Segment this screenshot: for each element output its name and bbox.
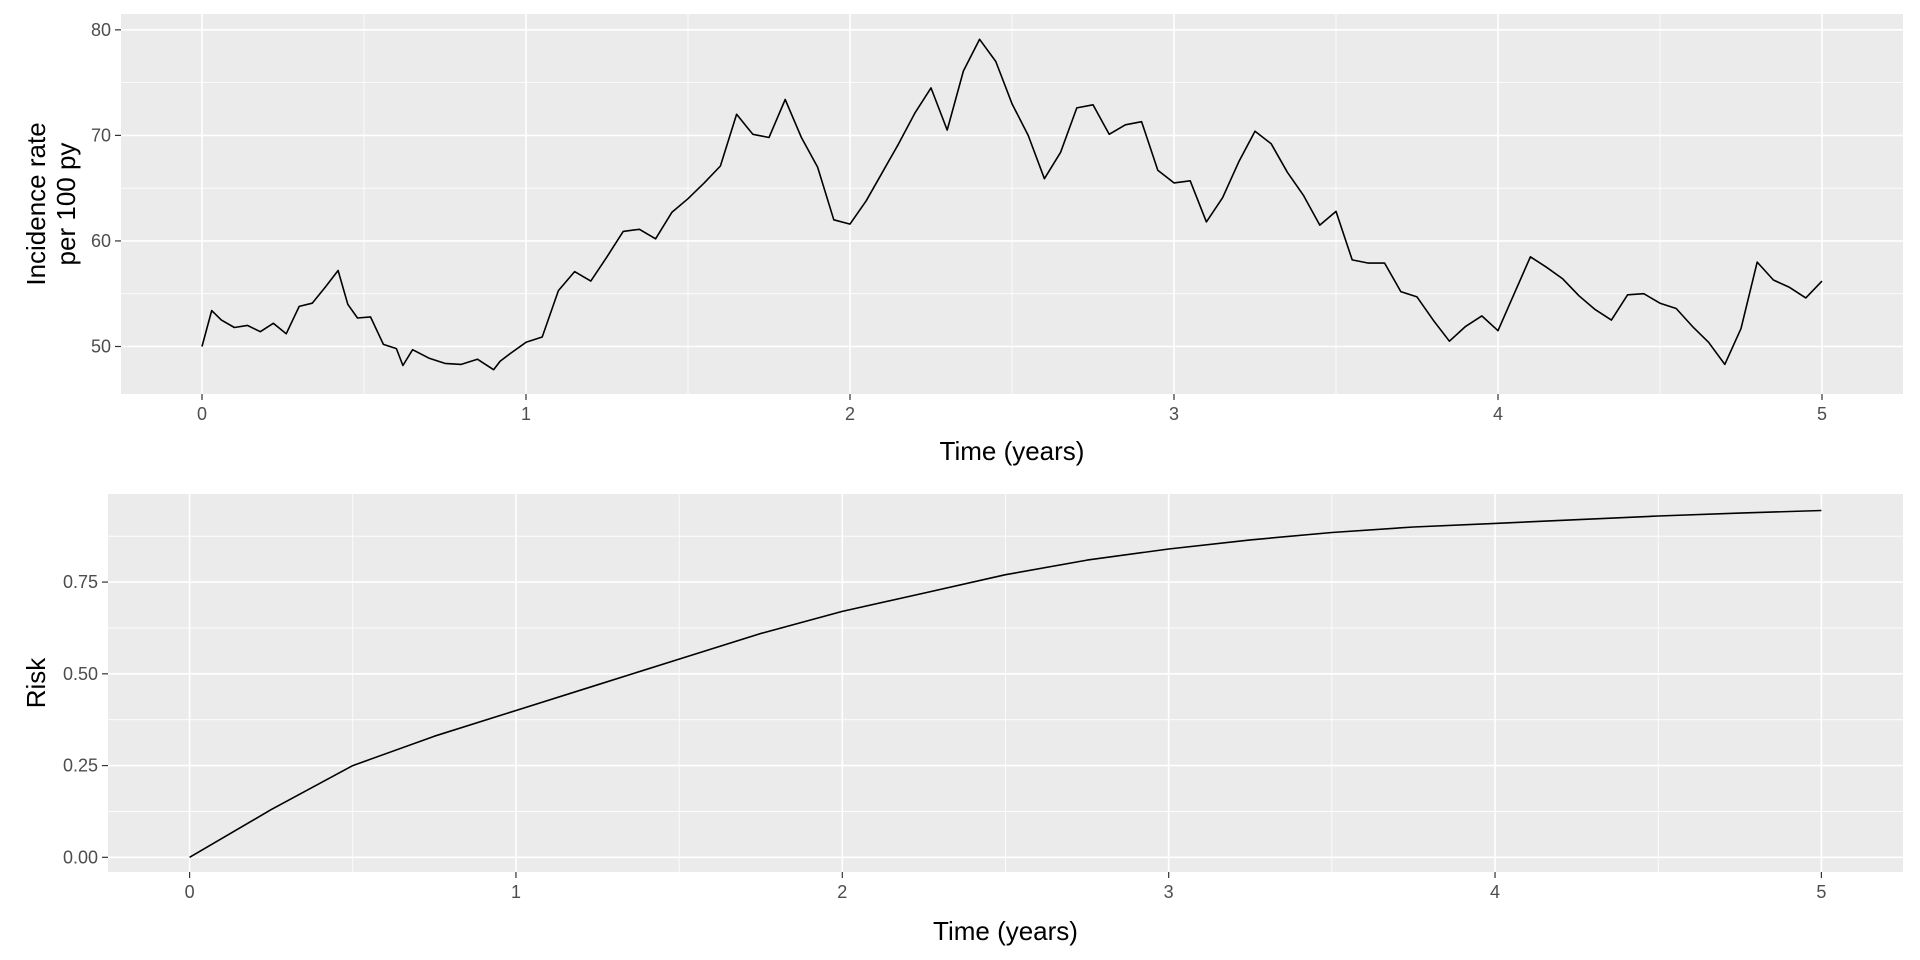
x-tick-label: 3: [1169, 404, 1179, 424]
gridlines: [121, 14, 1903, 394]
y-tick-label: 0.25: [63, 756, 98, 776]
axis-ticks: 0 1 2 3 4 5 0.00 0.25 0.50 0.75: [63, 572, 1826, 902]
x-tick-label: 2: [845, 404, 855, 424]
y-axis-title: Risk: [21, 657, 51, 709]
y-tick-label: 0.75: [63, 572, 98, 592]
y-tick-label: 60: [91, 231, 111, 251]
y-tick-label: 0.50: [63, 664, 98, 684]
x-tick-label: 4: [1493, 404, 1503, 424]
y-tick-label: 80: [91, 20, 111, 40]
y-axis-title-line-1: Incidence rate: [21, 122, 51, 285]
y-tick-label: 0.00: [63, 847, 98, 867]
x-tick-label: 5: [1816, 882, 1826, 902]
x-tick-label: 4: [1490, 882, 1500, 902]
x-tick-label: 1: [511, 882, 521, 902]
x-tick-label: 2: [837, 882, 847, 902]
y-axis-title-line-2: per 100 py: [51, 143, 81, 266]
gridlines: [108, 494, 1903, 872]
x-tick-label: 1: [521, 404, 531, 424]
x-axis-title: Time (years): [940, 436, 1085, 466]
x-axis-title: Time (years): [933, 916, 1078, 946]
y-tick-label: 70: [91, 125, 111, 145]
axis-ticks: 0 1 2 3 4 5 50 60 70 80: [91, 20, 1827, 424]
x-tick-label: 0: [197, 404, 207, 424]
incidence-rate-plot: 0 1 2 3 4 5 50 60 70 80 Time (years) Incidence ra…: [21, 14, 1903, 466]
x-tick-label: 3: [1164, 882, 1174, 902]
risk-line: [189, 509, 1822, 858]
risk-plot: 0 1 2 3 4 5 0.00 0.25 0.50 0.75 Time (years) Risk: [21, 494, 1903, 946]
x-tick-label: 0: [185, 882, 195, 902]
incidence-rate-line: [201, 38, 1823, 371]
y-tick-label: 50: [91, 337, 111, 357]
x-tick-label: 5: [1817, 404, 1827, 424]
